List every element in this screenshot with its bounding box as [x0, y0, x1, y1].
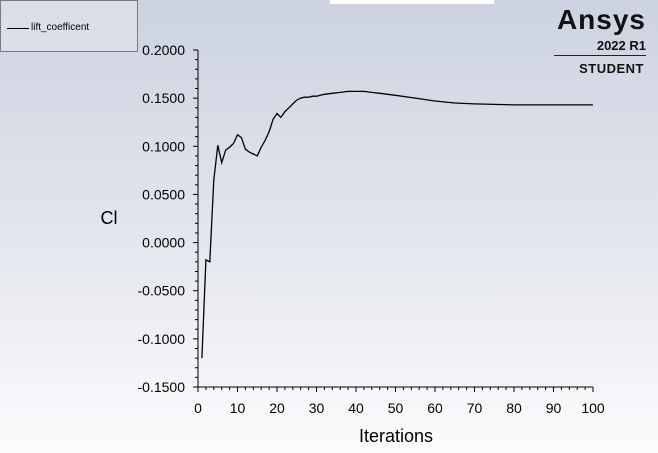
legend-label: lift_coefficent — [31, 22, 90, 33]
y-tick-label: -0.1000 — [138, 331, 186, 347]
x-tick-label: 40 — [348, 400, 364, 416]
y-tick-label: -0.0500 — [138, 283, 186, 299]
x-axis-title: Iterations — [359, 426, 433, 446]
y-axis-title: Cl — [101, 208, 118, 228]
brand-name: Ansys — [556, 4, 646, 35]
x-tick-label: 10 — [230, 400, 246, 416]
x-tick-label: 100 — [581, 400, 605, 416]
y-tick-label: 0.2000 — [142, 42, 185, 58]
x-tick-label: 0 — [194, 400, 202, 416]
y-axis-ticks: -0.1500 -0.1000 -0.0500 0.0000 0.0500 0.1000 0… — [138, 42, 198, 395]
brand-edition: STUDENT — [579, 61, 644, 76]
x-tick-label: 50 — [388, 400, 404, 416]
y-tick-label: 0.0500 — [142, 186, 185, 202]
top-bar — [330, 0, 494, 4]
y-tick-label: 0.1000 — [142, 138, 185, 154]
y-tick-label: -0.1500 — [138, 379, 186, 395]
legend-swatch — [7, 28, 29, 29]
x-tick-label: 20 — [269, 400, 285, 416]
chart-axes — [197, 50, 593, 388]
x-tick-label: 80 — [506, 400, 522, 416]
y-tick-label: 0.0000 — [142, 235, 185, 251]
x-axis-ticks: 0 10 20 30 40 50 60 70 80 90 100 — [194, 387, 605, 416]
series-line-lift-coefficent — [201, 90, 593, 359]
x-tick-label: 70 — [467, 400, 483, 416]
brand-version: 2022 R1 — [596, 38, 646, 53]
x-tick-label: 30 — [309, 400, 325, 416]
brand-divider — [554, 55, 646, 56]
y-tick-label: 0.1500 — [142, 90, 185, 106]
ansys-logo: Ansys 2022 R1 STUDENT — [540, 0, 658, 80]
legend: lift_coefficent — [0, 0, 138, 52]
x-tick-label: 90 — [546, 400, 562, 416]
x-tick-label: 60 — [427, 400, 443, 416]
